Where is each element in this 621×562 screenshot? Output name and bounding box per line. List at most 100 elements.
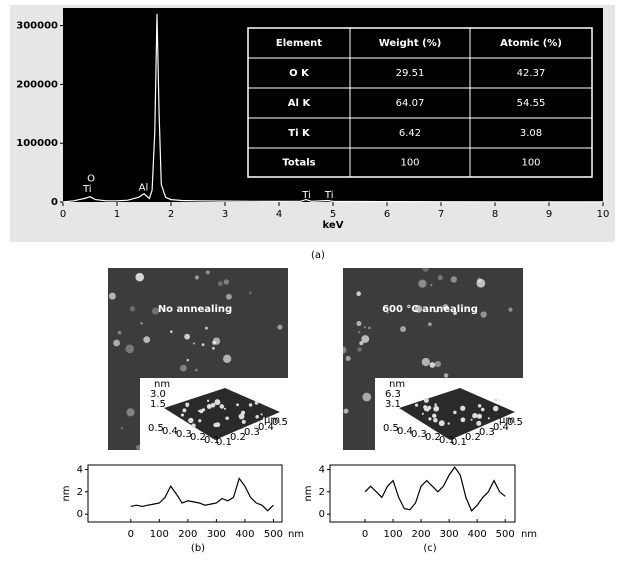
afm-grain — [345, 355, 351, 361]
table-cell: Totals — [282, 158, 315, 169]
z-tick: 3.0 — [150, 389, 166, 400]
afm-grain — [151, 307, 160, 315]
afm-peak — [180, 413, 185, 417]
peak-label: O — [87, 173, 95, 184]
table-cell: Ti K — [288, 128, 311, 139]
x-tick-label: 1 — [114, 209, 120, 220]
table-cell: 64.07 — [396, 98, 425, 109]
x-tick-label: 300 — [440, 529, 459, 540]
afm-peak — [254, 401, 259, 405]
x-tick-label: 200 — [178, 529, 197, 540]
data-line — [130, 477, 274, 512]
afm-grain — [400, 326, 407, 333]
z-unit: nm — [389, 379, 405, 390]
afm-peak — [433, 405, 440, 412]
afm-peak — [206, 404, 212, 409]
xy-tick: 0.1 — [216, 437, 232, 448]
table-cell: 6.42 — [399, 128, 421, 139]
panel-label: (c) — [423, 543, 436, 554]
x-tick-label: 300 — [207, 529, 226, 540]
afm-grain — [212, 346, 215, 350]
afm-peak — [434, 403, 437, 406]
afm-title: 600 °C annealing — [382, 304, 478, 315]
afm-grain — [205, 270, 210, 275]
afm-peak — [253, 424, 258, 429]
afm-grain — [508, 307, 513, 312]
xy-tick: 0.2 — [425, 432, 441, 443]
afm-peak — [238, 413, 245, 420]
x-tick-label: 6 — [384, 209, 390, 220]
x-tick-label: 8 — [492, 209, 498, 220]
xy-tick: 0.1 — [439, 435, 455, 446]
y-tick-label: 300000 — [16, 21, 58, 32]
table-frame — [247, 27, 593, 178]
z-tick: 6.3 — [385, 389, 401, 400]
z-tick: 1.5 — [150, 399, 166, 410]
afm-peak — [223, 407, 226, 410]
xy-tick: 0.2 — [230, 432, 246, 443]
afm-peak — [477, 404, 482, 408]
peak-label: Al — [139, 182, 149, 193]
table-cell: 54.55 — [517, 98, 546, 109]
afm-peak — [447, 422, 450, 425]
data-line — [364, 466, 506, 512]
y-tick-label: 2 — [319, 487, 325, 498]
xy-tick: 0.4 — [162, 426, 178, 437]
afm-grain — [117, 330, 122, 335]
afm-grain — [212, 337, 221, 345]
peak-label: Ti — [324, 190, 334, 201]
afm-grain — [476, 278, 486, 288]
x-tick-label: 0 — [60, 209, 66, 220]
xy-tick: 0.5 — [507, 417, 523, 428]
afm-grain — [343, 408, 349, 414]
afm-grain — [201, 343, 205, 347]
afm-grain — [443, 373, 449, 378]
x-tick-label: 7 — [438, 209, 444, 220]
afm-peak — [414, 403, 419, 407]
afm-peak — [219, 404, 225, 409]
afm-peak — [494, 398, 498, 402]
x-tick-label: 4 — [276, 209, 282, 220]
xy-unit: μm — [499, 415, 515, 426]
table-cell: 100 — [521, 158, 540, 169]
x-axis-label: nm — [288, 529, 304, 540]
afm-grain — [143, 336, 151, 344]
table-cell: O K — [289, 68, 310, 79]
afm-peak — [433, 417, 438, 423]
x-tick-label: 400 — [468, 529, 487, 540]
xy-tick: 0.1 — [204, 435, 220, 446]
afm-grain — [361, 335, 370, 343]
y-tick-label: 0 — [51, 197, 58, 208]
afm-grain — [184, 333, 191, 340]
afm-peak — [460, 405, 466, 411]
x-tick-label: 10 — [597, 209, 610, 220]
afm-peak — [197, 409, 201, 412]
afm-grain — [225, 293, 232, 300]
afm-peak — [260, 413, 263, 416]
afm-peak — [480, 407, 485, 412]
y-tick-label: 4 — [77, 464, 83, 475]
afm-peak — [188, 417, 194, 424]
x-tick-label: 500 — [496, 529, 515, 540]
table-cell: 100 — [400, 158, 419, 169]
afm-peak — [182, 408, 187, 413]
data-line — [62, 13, 604, 203]
afm-grain — [194, 368, 198, 372]
afm-grain — [421, 357, 430, 367]
y-axis-label: nm — [61, 485, 72, 501]
afm-peak — [495, 423, 499, 427]
afm-grain — [414, 305, 423, 313]
afm-peak — [258, 420, 263, 425]
afm-peak — [453, 410, 457, 415]
afm-grain — [359, 340, 364, 346]
afm-peak — [241, 419, 246, 424]
xy-tick: 0.5 — [272, 417, 288, 428]
afm-grain — [339, 346, 347, 354]
afm-grain — [120, 427, 124, 430]
afm-grain — [170, 330, 173, 333]
afm-grain — [125, 344, 135, 354]
xy-tick: 0.4 — [258, 422, 274, 433]
afm-peak — [206, 399, 210, 402]
afm-grain — [136, 444, 142, 450]
